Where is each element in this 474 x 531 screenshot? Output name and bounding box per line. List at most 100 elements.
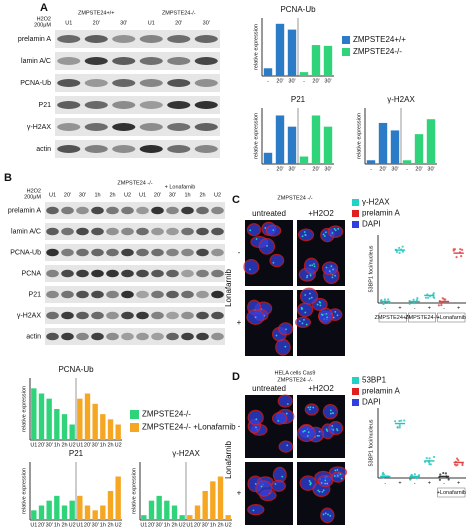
dot xyxy=(382,302,385,305)
focus xyxy=(336,314,339,317)
blot-band xyxy=(57,57,81,65)
panel-label: B xyxy=(4,172,12,184)
blot-band xyxy=(106,311,119,320)
dot xyxy=(398,246,401,250)
focus xyxy=(255,426,257,429)
dot xyxy=(408,302,411,305)
focus xyxy=(304,294,307,296)
focus xyxy=(281,475,284,478)
focus xyxy=(304,234,307,237)
focus xyxy=(318,490,321,493)
dot xyxy=(440,302,443,305)
focus xyxy=(319,304,322,307)
focus xyxy=(306,276,308,279)
blot-band xyxy=(151,332,164,341)
focus xyxy=(340,477,343,480)
lane-label: 2h xyxy=(199,192,205,198)
nucleus xyxy=(278,440,294,453)
focus xyxy=(309,406,312,409)
bar xyxy=(61,505,68,520)
lane-label: 30' xyxy=(203,20,210,26)
blot-strip xyxy=(45,202,225,219)
bar xyxy=(210,481,216,520)
focus xyxy=(309,264,312,267)
row-label: actin xyxy=(26,333,41,340)
bar xyxy=(92,510,98,520)
blot-band xyxy=(166,290,179,299)
bar xyxy=(115,424,121,440)
group-label: +Lonafarnib xyxy=(437,315,466,321)
x-tick-label: 30' xyxy=(46,442,53,448)
focus xyxy=(298,320,301,323)
chart-title: γ-H2AX xyxy=(387,95,415,104)
blot-band xyxy=(112,145,136,153)
blot-band xyxy=(196,206,209,215)
focus xyxy=(318,301,321,303)
x-tick-label: 20' xyxy=(276,166,283,172)
panel-label: A xyxy=(40,2,48,14)
blot-band xyxy=(46,269,59,278)
x-tick-label: U2 xyxy=(69,522,76,528)
blot-band xyxy=(151,290,164,299)
blot-band xyxy=(76,269,89,278)
bar xyxy=(92,403,98,440)
blot-band xyxy=(121,290,134,299)
blot-band xyxy=(46,206,59,215)
focus xyxy=(309,481,312,484)
row-label: γ-H2AX xyxy=(17,312,41,319)
legend-label: ZMPSTE24-/- +Lonafarnib xyxy=(142,423,236,432)
dot xyxy=(415,477,418,480)
nucleus xyxy=(246,223,262,237)
focus xyxy=(274,483,277,485)
x-tick-label: + xyxy=(428,480,431,486)
blot-band xyxy=(166,227,179,236)
focus xyxy=(301,235,304,238)
x-tick-label: - xyxy=(384,480,386,486)
dot xyxy=(456,457,459,460)
bar xyxy=(148,500,155,520)
lane-label: 1h xyxy=(184,192,190,198)
blot-band xyxy=(151,248,164,257)
lane-label: 20' xyxy=(154,192,161,198)
row-label: lamin A/C xyxy=(11,228,41,235)
x-tick-label: + xyxy=(398,480,401,486)
focus xyxy=(255,238,258,240)
focus xyxy=(309,292,311,295)
blot-band xyxy=(167,101,191,109)
x-tick-label: 1h xyxy=(54,522,60,528)
x-tick-label: 30' xyxy=(92,522,99,528)
blot-band xyxy=(136,269,149,278)
group-box xyxy=(408,312,436,323)
x-tick-label: - xyxy=(384,305,386,311)
dot xyxy=(401,245,404,248)
blot-strip xyxy=(45,286,225,303)
blot-strip xyxy=(55,52,220,70)
blot-strip xyxy=(55,74,220,92)
y-axis-label: relative expression xyxy=(356,113,362,159)
y-axis-label: relative expression xyxy=(131,468,137,514)
dot xyxy=(398,419,401,423)
x-tick-label: - xyxy=(443,305,445,311)
x-tick-label: - xyxy=(414,305,416,311)
bar xyxy=(287,29,297,77)
bar xyxy=(414,134,424,164)
x-tick-label: - xyxy=(267,78,269,84)
group-label: ZMPSTE24 -/- xyxy=(117,180,152,186)
x-tick-label: - xyxy=(370,166,372,172)
focus xyxy=(303,319,305,321)
focus xyxy=(254,316,257,319)
x-tick-label: 20' xyxy=(312,78,319,84)
x-tick-label: U1 xyxy=(76,522,83,528)
focus xyxy=(329,412,332,415)
group-label: ZMPSTE24-/- xyxy=(405,315,439,321)
blot-band xyxy=(211,269,224,278)
dot xyxy=(396,426,399,429)
blot-band xyxy=(46,311,59,320)
x-tick-label: - xyxy=(303,166,305,172)
bar xyxy=(299,72,309,76)
blot-band xyxy=(121,248,134,257)
focus xyxy=(328,270,331,273)
blot-band xyxy=(121,269,134,278)
bar xyxy=(115,476,121,520)
